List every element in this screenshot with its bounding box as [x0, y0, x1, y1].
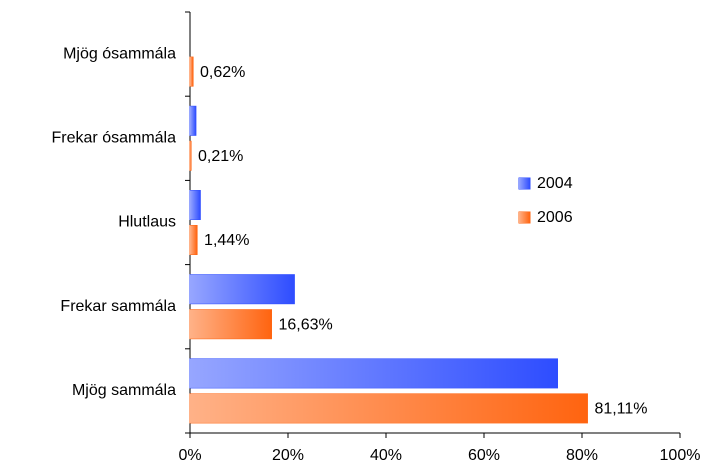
x-tick-label: 0%: [178, 447, 201, 464]
y-tick-label: Frekar sammála: [60, 298, 176, 315]
bar-shine: [190, 190, 201, 220]
bar-shine: [190, 225, 198, 255]
x-tick-label: 100%: [660, 447, 701, 464]
x-tick-label: 60%: [468, 447, 500, 464]
legend-shine: [519, 212, 530, 223]
bar-shine: [190, 274, 295, 304]
bar-shine: [190, 358, 558, 388]
bar-shine: [190, 57, 194, 87]
y-tick-label: Mjög sammála: [72, 382, 176, 399]
x-tick-label: 40%: [370, 447, 402, 464]
legend-label: 2004: [537, 175, 573, 192]
legend-shine: [519, 178, 530, 189]
legend-label: 2006: [537, 209, 573, 226]
bar-shine: [190, 141, 192, 171]
data-label: 0,21%: [198, 148, 243, 165]
x-tick-label: 20%: [272, 447, 304, 464]
bar-shine: [190, 309, 272, 339]
bar-shine: [190, 106, 196, 136]
data-label: 0,62%: [200, 64, 245, 81]
y-tick-label: Frekar ósammála: [52, 130, 177, 147]
x-tick-label: 80%: [566, 447, 598, 464]
bar-shine: [190, 393, 588, 423]
y-tick-label: Mjög ósammála: [63, 45, 176, 62]
y-tick-label: Hlutlaus: [118, 214, 176, 231]
data-label: 16,63%: [278, 316, 332, 333]
data-label: 81,11%: [594, 401, 647, 418]
data-label: 1,44%: [204, 232, 249, 249]
